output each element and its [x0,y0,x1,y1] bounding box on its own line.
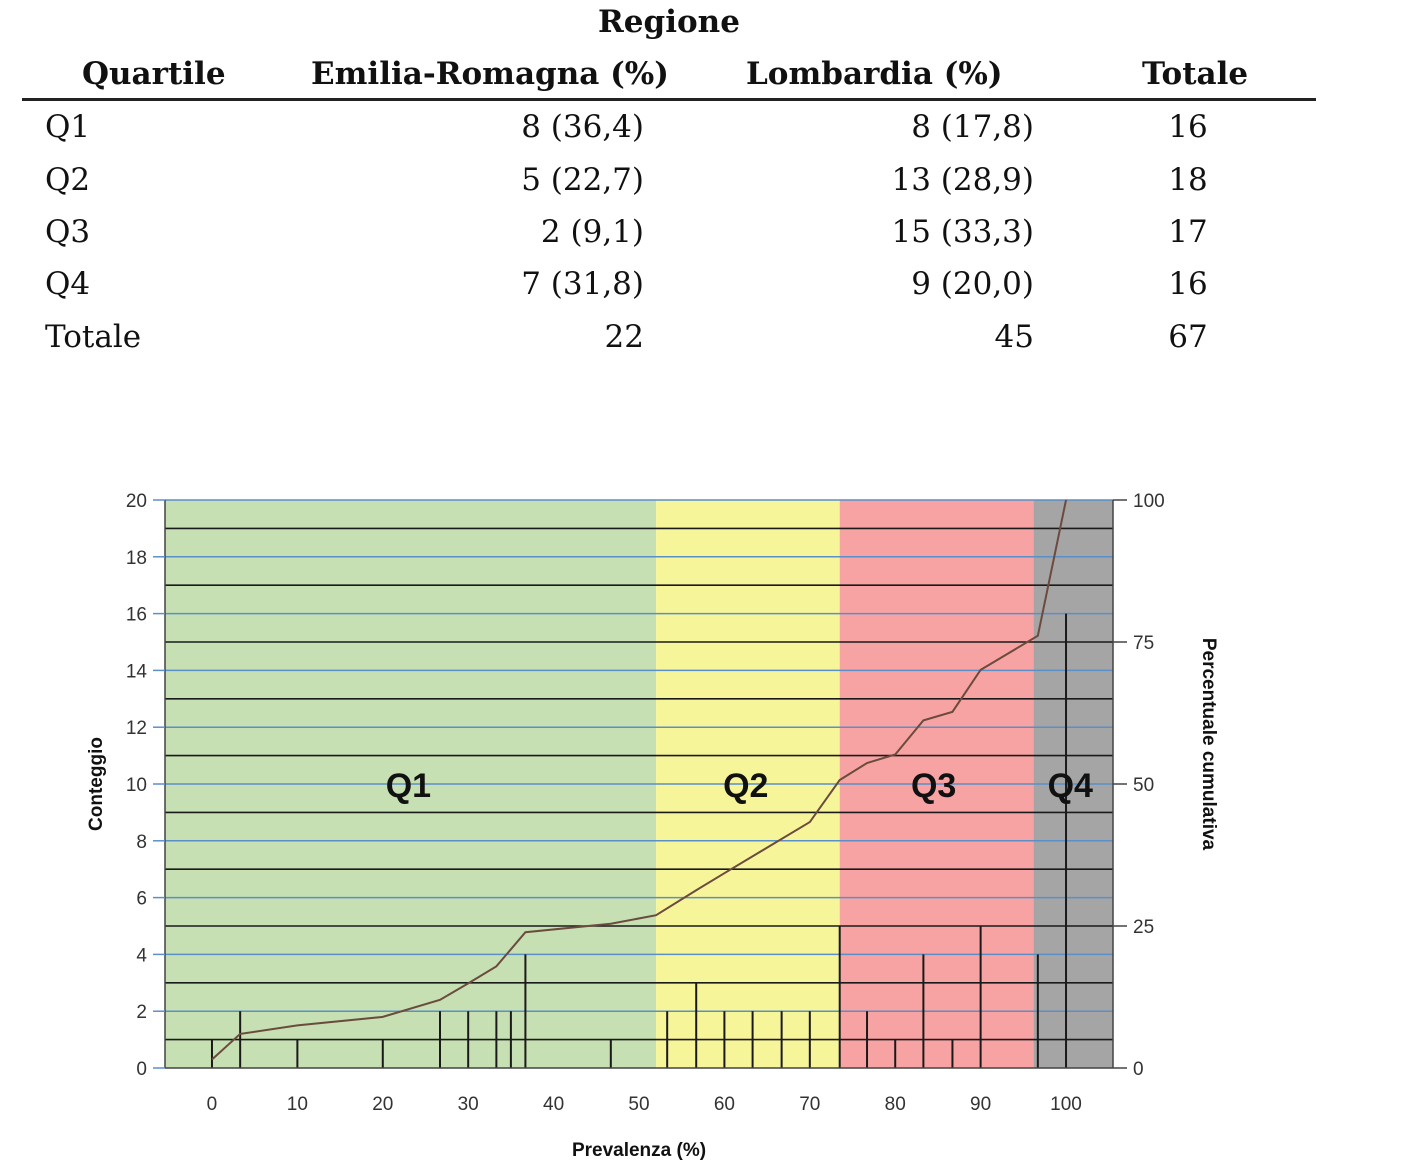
gridlines [165,499,1113,1041]
x-tick-label: 100 [1050,1094,1082,1115]
y-tick-label: 16 [126,605,147,626]
y2-tick-label: 100 [1133,491,1165,512]
y-tick-label: 14 [126,661,148,682]
axes: 0 2 4 6 8 10 12 14 16 18 20 0 25 50 75 100 0 10 20 30 40 50 60… [126,491,1165,1115]
x-tick-label: 0 [207,1094,218,1115]
row-totale-label: Totale [45,319,142,355]
x-tick-label: 80 [885,1094,906,1115]
x-tick-label: 40 [543,1094,564,1115]
y2-tick-label: 0 [1133,1059,1144,1080]
row-totale-lombardia: 45 [994,319,1034,355]
column-header-totale: Totale [1142,56,1249,92]
column-header-lombardia: Lombardia (%) [746,56,1003,92]
column-header-quartile: Quartile [82,56,226,92]
y-tick-label: 10 [126,775,147,796]
x-tick-label: 90 [970,1094,991,1115]
y-tick-label: 12 [126,718,147,739]
y-tick-label: 20 [126,491,147,512]
row-q3-label: Q3 [45,214,91,250]
y2-tick-label: 25 [1133,917,1154,938]
column-header-emilia-romagna: Emilia-Romagna (%) [311,56,669,92]
chart-svg: 0 2 4 6 8 10 12 14 16 18 20 0 25 50 75 100 0 10 20 30 40 50 60… [86,491,1219,1161]
x-tick-label: 30 [458,1094,479,1115]
row-q3-totale: 17 [1168,214,1208,250]
y-tick-label: 4 [136,945,147,966]
region-label-q1: Q1 [386,767,431,805]
row-q1-lombardia: 8 (17,8) [911,109,1034,145]
bars [210,613,1068,1068]
quartile-table: Regione Quartile Emilia-Romagna (%) Lomb… [22,0,1316,370]
y-tick-label: 2 [136,1002,147,1023]
row-q4-totale: 16 [1168,266,1208,302]
x-tick-label: 70 [799,1094,820,1115]
row-q4-lombardia: 9 (20,0) [911,266,1034,302]
y-tick-label: 0 [136,1059,147,1080]
region-label-q2: Q2 [723,767,768,805]
row-q1-totale: 16 [1168,109,1208,145]
header-divider [22,98,1316,101]
row-q2-label: Q2 [45,162,91,198]
x-tick-label: 60 [714,1094,735,1115]
region-group-header: Regione [598,4,740,40]
x-tick-label: 50 [628,1094,649,1115]
y-axis-title: Conteggio [86,737,107,831]
region-labels: Q1 Q2 Q3 Q4 [386,767,1093,805]
row-totale-emilia-romagna: 22 [604,319,644,355]
row-q4-emilia-romagna: 7 (31,8) [521,266,644,302]
row-q1-label: Q1 [45,109,91,145]
y2-axis-title: Percentuale cumulativa [1198,638,1219,851]
row-q3-emilia-romagna: 2 (9,1) [540,214,644,250]
y2-tick-label: 50 [1133,775,1154,796]
y2-tick-label: 75 [1133,633,1154,654]
row-q2-lombardia: 13 (28,9) [891,162,1034,198]
row-q2-totale: 18 [1168,162,1208,198]
row-q1-emilia-romagna: 8 (36,4) [521,109,644,145]
x-axis-title: Prevalenza (%) [572,1140,706,1161]
region-label-q4: Q4 [1048,767,1093,805]
y-tick-label: 18 [126,548,147,569]
y-tick-label: 6 [136,889,147,910]
y-tick-label: 8 [136,832,147,853]
row-q2-emilia-romagna: 5 (22,7) [521,162,644,198]
region-label-q3: Q3 [911,767,956,805]
row-totale-totale: 67 [1168,319,1208,355]
cumulative-line [211,499,1068,1061]
prevalence-histogram: 0 2 4 6 8 10 12 14 16 18 20 0 25 50 75 100 0 10 20 30 40 50 60… [60,470,1220,1164]
row-q4-label: Q4 [45,266,91,302]
row-q3-lombardia: 15 (33,3) [891,214,1034,250]
cumulative-series-line [211,499,1068,1061]
x-tick-label: 10 [287,1094,308,1115]
x-tick-label: 20 [372,1094,393,1115]
